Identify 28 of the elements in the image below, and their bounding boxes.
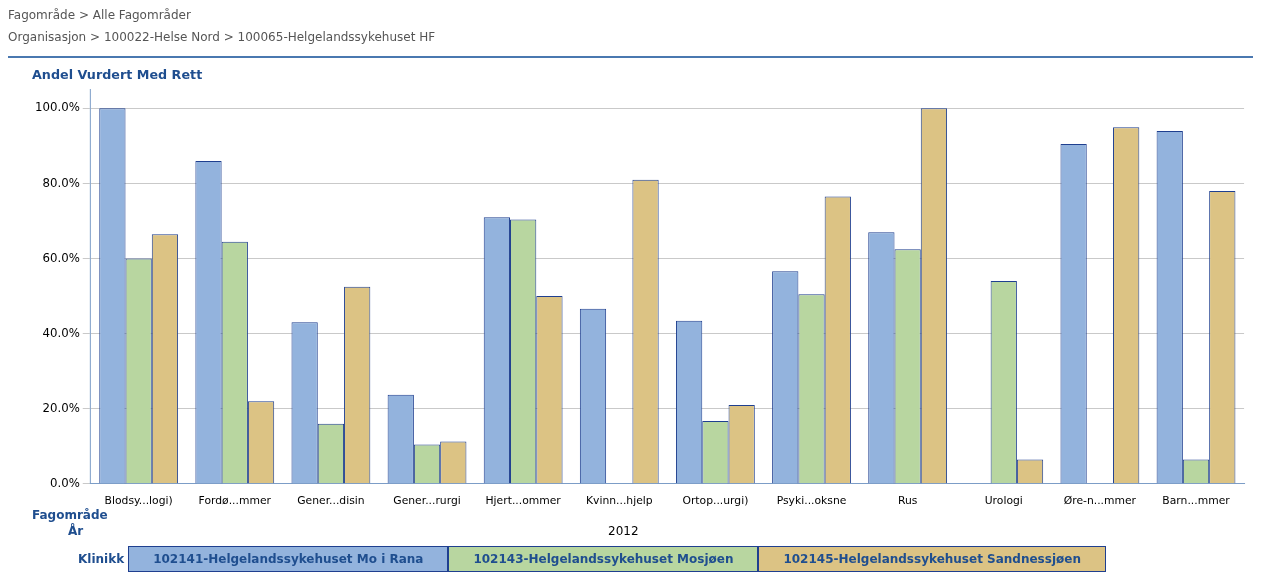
- text: 102145-Helgelandssykehuset Sandnessjøen: [758, 546, 1106, 572]
- text: Organisasjon > 100022-Helse Nord > 100065-Helgelandssykehuset HF: [8, 30, 436, 44]
- x-tick-label: Psyki...oksne: [776, 494, 847, 508]
- y-tick-label: 60.0%: [42, 250, 80, 265]
- text: 102143-Helgelandssykehuset Mosjøen: [448, 546, 759, 572]
- x-tick-label: Ortop...urgi): [682, 494, 749, 508]
- text: 102141-Helgelandssykehuset Mo i Rana: [128, 546, 449, 572]
- y-tick-label: 0.0%: [49, 475, 80, 490]
- x-tick-label: Gener...disin: [297, 494, 365, 508]
- text: År: [68, 524, 84, 538]
- y-tick-label: 100.0%: [34, 100, 80, 115]
- y-tick-label: 40.0%: [42, 325, 80, 340]
- text: Fagområde > Alle Fagområder: [8, 8, 191, 22]
- text: 2012: [608, 524, 639, 538]
- x-tick-label: Øre-n...mmer: [1063, 494, 1137, 508]
- x-tick-label: Gener...rurgi: [393, 494, 461, 508]
- x-tick-label: Rus: [897, 494, 918, 508]
- legend-title: Klinikk: [78, 552, 125, 566]
- x-tick-label: Fordø...mmer: [198, 494, 272, 508]
- x-tick-label: Urologi: [984, 494, 1023, 508]
- x-tick-label: Barn...mmer: [1162, 494, 1231, 508]
- x-tick-label: Blodsy...logi): [104, 494, 173, 508]
- x-tick-label: Hjert...ommer: [485, 494, 562, 508]
- x-axis-title: Fagområde: [32, 508, 108, 522]
- chart-title: Andel Vurdert Med Rett: [32, 67, 203, 83]
- y-tick-label: 20.0%: [42, 400, 80, 415]
- y-tick-label: 80.0%: [42, 175, 80, 190]
- x-tick-label: Kvinn...hjelp: [585, 494, 653, 508]
